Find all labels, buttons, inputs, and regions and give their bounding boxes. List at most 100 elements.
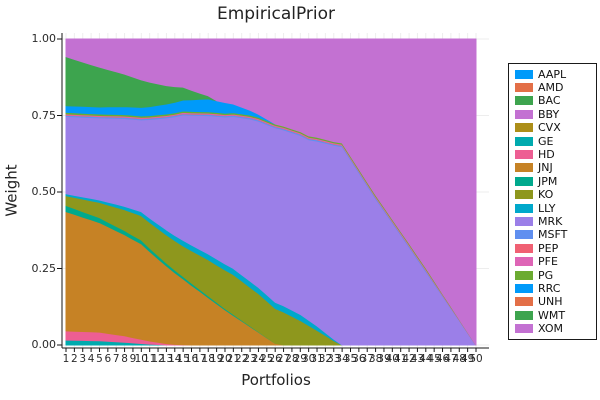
x-tick-label: 10 bbox=[134, 353, 148, 365]
y-tick-label: 0.75 bbox=[31, 108, 57, 122]
legend-swatch bbox=[515, 109, 533, 119]
legend-swatch bbox=[515, 324, 533, 334]
x-tick-label: 48 bbox=[452, 353, 466, 365]
x-tick-label: 2 bbox=[71, 353, 78, 365]
legend-label: JPM bbox=[538, 174, 558, 188]
legend-item: KO bbox=[515, 188, 593, 202]
y-tick-label: 0.00 bbox=[31, 338, 57, 351]
x-tick-label: 39 bbox=[377, 353, 391, 365]
legend-label: BAC bbox=[538, 94, 561, 108]
legend-item: BBY bbox=[515, 107, 593, 121]
legend-label: MSFT bbox=[538, 228, 568, 242]
legend-item: JPM bbox=[515, 174, 593, 188]
x-tick-label: 44 bbox=[419, 353, 433, 365]
x-tick-label: 47 bbox=[444, 353, 458, 365]
legend-swatch bbox=[515, 243, 533, 253]
legend-label: KO bbox=[538, 188, 554, 202]
chart-title: EmpiricalPrior bbox=[216, 4, 336, 24]
legend-item: JNJ bbox=[515, 162, 593, 173]
legend-label: RRC bbox=[538, 282, 561, 295]
legend-label: WMT bbox=[538, 308, 566, 322]
legend-item: MSFT bbox=[515, 228, 593, 242]
legend-item: AAPL bbox=[515, 67, 593, 81]
x-tick-label: 40 bbox=[385, 353, 399, 365]
x-tick-label: 15 bbox=[176, 353, 190, 365]
legend-item: PG bbox=[515, 270, 593, 281]
legend-label: AAPL bbox=[538, 67, 567, 81]
x-tick-label: 34 bbox=[335, 353, 349, 365]
x-tick-label: 9 bbox=[129, 353, 137, 365]
legend-swatch bbox=[515, 310, 533, 320]
legend-swatch bbox=[515, 149, 533, 159]
legend-swatch bbox=[515, 82, 533, 92]
legend-item: AMD bbox=[515, 80, 593, 94]
x-tick-label: 46 bbox=[435, 353, 450, 365]
legend-swatch bbox=[515, 284, 533, 293]
x-tick-label: 50 bbox=[469, 353, 483, 365]
legend-swatch bbox=[515, 216, 533, 226]
legend-item: GE bbox=[515, 134, 593, 148]
y-tick-label: 0.50 bbox=[31, 185, 57, 198]
x-tick-label: 7 bbox=[112, 353, 120, 365]
x-tick-label: 26 bbox=[268, 353, 282, 365]
legend-swatch bbox=[515, 136, 533, 146]
x-tick-label: 6 bbox=[104, 353, 112, 365]
legend-item: BAC bbox=[515, 94, 593, 108]
y-axis-label: Weight bbox=[2, 164, 21, 217]
legend-item: PFE bbox=[515, 255, 593, 269]
legend-swatch bbox=[515, 230, 533, 240]
x-tick-label: 5 bbox=[96, 353, 103, 365]
x-tick-label: 22 bbox=[235, 353, 249, 365]
legend-item: UNH bbox=[515, 295, 593, 309]
legend-item: RRC bbox=[515, 282, 593, 295]
legend-swatch bbox=[515, 257, 533, 267]
legend-label: BBY bbox=[538, 107, 560, 121]
x-tick-label: 27 bbox=[276, 353, 291, 365]
x-tick-label: 32 bbox=[318, 353, 333, 365]
legend-item: XOM bbox=[515, 323, 593, 334]
x-axis-label: Portfolios bbox=[241, 371, 311, 389]
x-tick-label: 28 bbox=[285, 353, 299, 365]
x-tick-label: 16 bbox=[184, 353, 199, 365]
x-tick-label: 31 bbox=[310, 353, 324, 365]
x-tick-label: 30 bbox=[301, 353, 316, 365]
legend-swatch bbox=[515, 190, 533, 200]
legend-swatch bbox=[515, 176, 533, 186]
legend-swatch bbox=[515, 96, 533, 106]
legend-label: PFE bbox=[538, 255, 558, 269]
x-tick-label: 11 bbox=[142, 353, 157, 365]
x-tick-label: 3 bbox=[79, 353, 87, 365]
x-tick-label: 38 bbox=[368, 353, 383, 365]
legend-label: PEP bbox=[538, 241, 559, 255]
legend-item: CVX bbox=[515, 121, 593, 135]
legend-swatch bbox=[515, 69, 533, 79]
x-tick-label: 43 bbox=[410, 353, 425, 365]
x-tick-label: 12 bbox=[151, 353, 165, 365]
x-tick-label: 8 bbox=[121, 353, 128, 365]
x-tick-label: 45 bbox=[427, 353, 441, 365]
legend-label: HD bbox=[538, 147, 555, 161]
x-tick-label: 19 bbox=[209, 353, 224, 365]
x-tick-label: 24 bbox=[251, 353, 266, 365]
legend-label: GE bbox=[538, 134, 554, 148]
legend-label: AMD bbox=[538, 80, 564, 94]
x-tick-label: 42 bbox=[402, 353, 416, 365]
x-tick-label: 25 bbox=[260, 353, 274, 365]
y-tick-label: 1.00 bbox=[31, 32, 57, 45]
x-tick-label: 17 bbox=[193, 353, 207, 365]
legend-label: CVX bbox=[538, 121, 561, 135]
x-tick-label: 23 bbox=[243, 353, 257, 365]
y-tick-label: 0.25 bbox=[31, 261, 57, 275]
legend-item: LLY bbox=[515, 203, 593, 214]
x-tick-label: 1 bbox=[62, 353, 70, 365]
legend-swatch bbox=[515, 123, 533, 133]
legend-label: UNH bbox=[538, 295, 563, 309]
x-tick-label: 35 bbox=[343, 353, 358, 365]
legend-item: MRK bbox=[515, 216, 593, 227]
legend-item: PEP bbox=[515, 241, 593, 255]
x-tick-label: 41 bbox=[394, 353, 408, 365]
x-tick-label: 33 bbox=[327, 353, 341, 365]
x-tick-label: 13 bbox=[159, 353, 174, 365]
